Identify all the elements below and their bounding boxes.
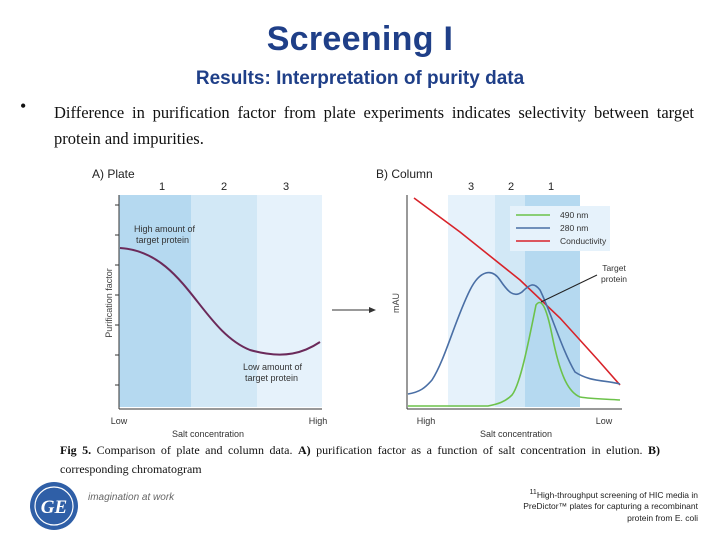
ge-monogram-text: GE: [41, 497, 67, 518]
panel-b-zone-label-3: 3: [468, 181, 474, 193]
slide-subtitle: Results: Interpretation of purity data: [195, 68, 525, 89]
figure-caption: Fig 5. Comparison of plate and column da…: [60, 441, 660, 478]
ge-tagline: imagination at work: [88, 492, 175, 503]
absorbance-490nm-trace: [408, 301, 621, 407]
footer-ref-number: 11: [529, 488, 537, 496]
panel-a-plate: A) Plate 1 2 3 Purification factor High …: [92, 167, 327, 439]
slide-title: Screening I: [266, 20, 454, 58]
footer-reference: 11High-throughput screening of HIC media…: [498, 488, 698, 524]
panel-a-zone-label-1: 1: [159, 181, 165, 193]
panel-b-zone-label-1: 1: [548, 181, 554, 193]
panel-b-label: B) Column: [376, 167, 433, 181]
panel-b-zone-3: [448, 195, 495, 407]
target-protein-label-line-2: protein: [601, 274, 627, 284]
legend-label-conductivity: Conductivity: [560, 236, 607, 246]
panel-a-y-ticks: [115, 204, 119, 386]
bullet-text: Difference in purification factor from p…: [54, 103, 694, 148]
panel-a-zone-label-2: 2: [221, 181, 227, 193]
panel-a-label: A) Plate: [92, 167, 135, 181]
panel-arrow: [332, 307, 376, 313]
panel-a-zone-label-3: 3: [283, 181, 289, 193]
panel-b-x-low-label: Low: [596, 416, 613, 426]
panel-b-x-axis-label: Salt concentration: [480, 429, 552, 439]
ge-monogram-icon: GE: [30, 482, 78, 530]
panel-a-zone-3: [257, 195, 322, 407]
legend-label-280nm: 280 nm: [560, 223, 588, 233]
target-protein-label-line-1: Target: [602, 263, 626, 273]
purification-factor-curve: [119, 247, 321, 356]
legend-label-490nm: 490 nm: [560, 210, 588, 220]
caption-part-2: purification factor as a function of sal…: [310, 443, 648, 457]
annotation-low-line-2: target protein: [245, 373, 298, 383]
panel-a-zone-1: [119, 195, 191, 407]
caption-a-label: A): [297, 443, 311, 457]
caption-b-label: B): [648, 443, 660, 457]
annotation-low-line-1: Low amount of: [243, 362, 303, 372]
panel-b-column: B) Column 3 2 1 mAU 490 nm 280 nm Conduc…: [376, 167, 627, 439]
conductivity-trace: [413, 197, 621, 386]
caption-part-1: Comparison of plate and column data.: [91, 443, 298, 457]
panel-a-x-axis-label: Salt concentration: [172, 429, 244, 439]
panel-b-y-axis-label: mAU: [391, 293, 401, 313]
annotation-high-line-1: High amount of: [134, 224, 196, 234]
panel-b-zone-label-2: 2: [508, 181, 514, 193]
footer-ref-text: High-throughput screening of HIC media i…: [523, 489, 698, 523]
target-protein-pointer: [540, 274, 598, 303]
annotation-high-line-2: target protein: [136, 235, 189, 245]
bullet-marker: •: [20, 96, 27, 116]
panel-a-zone-2: [191, 195, 257, 407]
panel-a-x-high-label: High: [309, 416, 328, 426]
panel-b-x-high-label: High: [417, 416, 436, 426]
panel-a-y-axis-label: Purification factor: [104, 268, 114, 338]
caption-part-3: corresponding chromatogram: [60, 461, 202, 476]
caption-fig-label: Fig 5.: [60, 443, 92, 457]
ge-logo: GE: [28, 480, 80, 537]
panel-a-x-low-label: Low: [111, 416, 128, 426]
absorbance-280nm-trace: [407, 271, 621, 395]
